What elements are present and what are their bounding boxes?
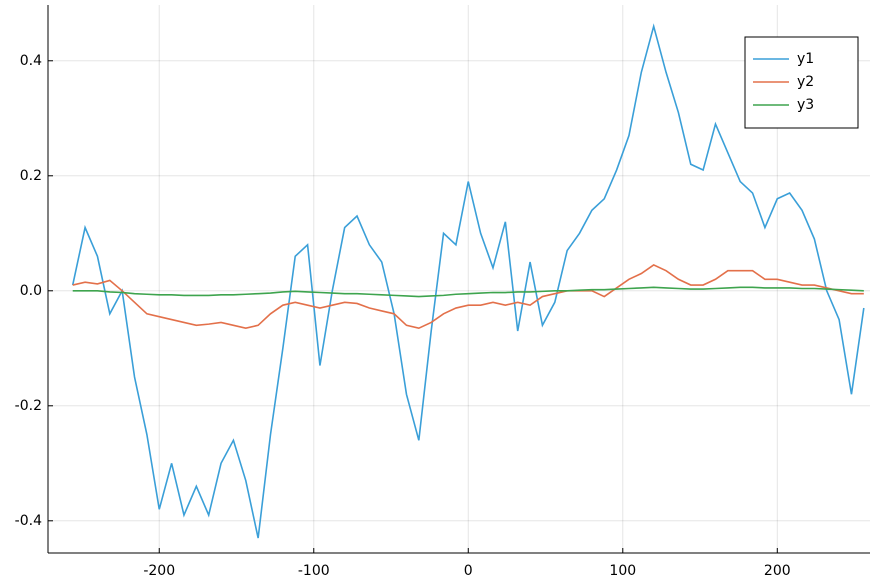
- x-tick-label: -100: [298, 563, 330, 579]
- line-series: [72, 263, 864, 330]
- legend-label: y3: [797, 97, 814, 113]
- x-tick-label: 100: [609, 563, 636, 579]
- x-tick-label: -200: [143, 563, 175, 579]
- legend-label: y2: [797, 74, 814, 90]
- y-tick-label: -0.2: [15, 398, 42, 414]
- x-tick-label: 0: [464, 563, 473, 579]
- line-series: [71, 23, 865, 539]
- y-tick-label: 0.0: [20, 283, 42, 299]
- legend-label: y1: [797, 51, 814, 67]
- line-series: [72, 286, 864, 298]
- x-tick-label: 200: [764, 563, 791, 579]
- y-tick-label: 0.4: [20, 53, 42, 69]
- y-tick-label: -0.4: [15, 513, 42, 529]
- y-tick-label: 0.2: [20, 168, 42, 184]
